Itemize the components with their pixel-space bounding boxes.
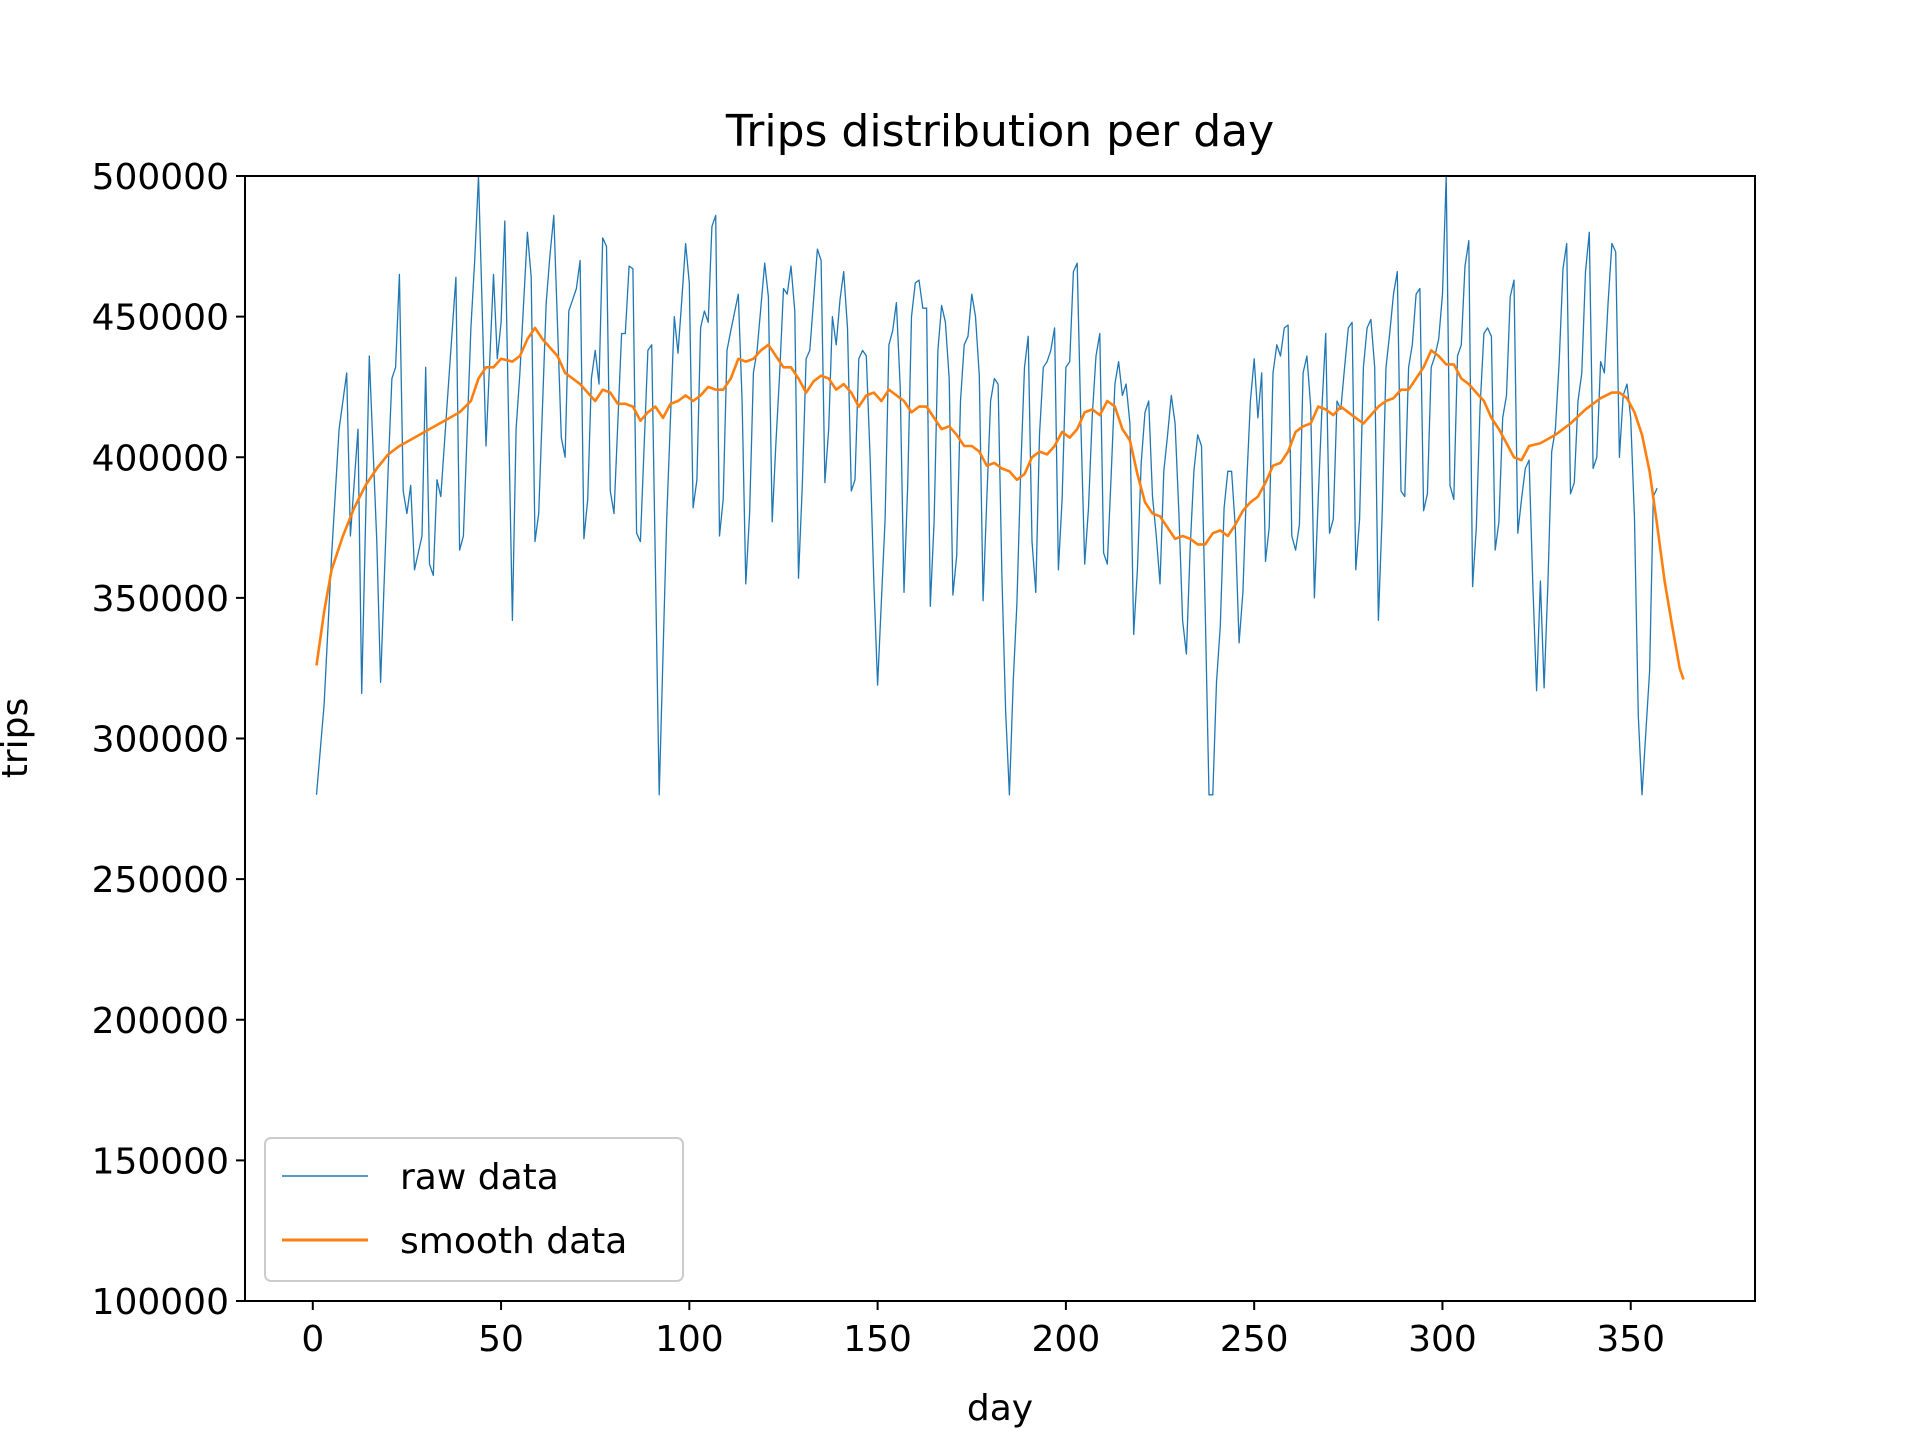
x-tick-label: 300: [1408, 1319, 1477, 1360]
legend-box: [264, 1137, 684, 1282]
x-tick-label: 350: [1596, 1319, 1665, 1360]
y-tick-label: 200000: [92, 1001, 229, 1042]
series-line-raw-data: [315, 175, 1658, 796]
x-tick-label: 0: [301, 1319, 324, 1360]
y-tick-label: 300000: [92, 720, 229, 761]
series-layer: [315, 175, 1685, 796]
legend-label-smooth-data: smooth data: [400, 1221, 627, 1262]
x-tick-label: 200: [1032, 1319, 1101, 1360]
y-tick-label: 400000: [92, 438, 229, 479]
legend-label-raw-data: raw data: [400, 1157, 559, 1198]
y-tick-label: 150000: [92, 1141, 229, 1182]
y-tick-label: 450000: [92, 298, 229, 339]
series-line-smooth-data: [315, 326, 1685, 680]
x-tick-label: 50: [478, 1319, 524, 1360]
y-tick-label: 250000: [92, 860, 229, 901]
x-axis: 0 50 100 150 200 250 300 350: [301, 1301, 1665, 1360]
y-tick-label: 500000: [92, 157, 229, 198]
y-tick-label: 350000: [92, 579, 229, 620]
x-tick-label: 250: [1220, 1319, 1289, 1360]
x-tick-label: 150: [843, 1319, 912, 1360]
x-axis-label: day: [967, 1388, 1033, 1429]
y-tick-label: 100000: [92, 1282, 229, 1323]
plot-frame: [244, 175, 1756, 1302]
y-axis: 100000 150000 200000 250000 300000 350000 4000…: [92, 157, 245, 1323]
x-tick-label: 100: [655, 1319, 724, 1360]
legend: raw data smooth data: [264, 1137, 684, 1282]
y-axis-label: trips: [0, 698, 36, 779]
chart-title: Trips distribution per day: [725, 106, 1274, 157]
